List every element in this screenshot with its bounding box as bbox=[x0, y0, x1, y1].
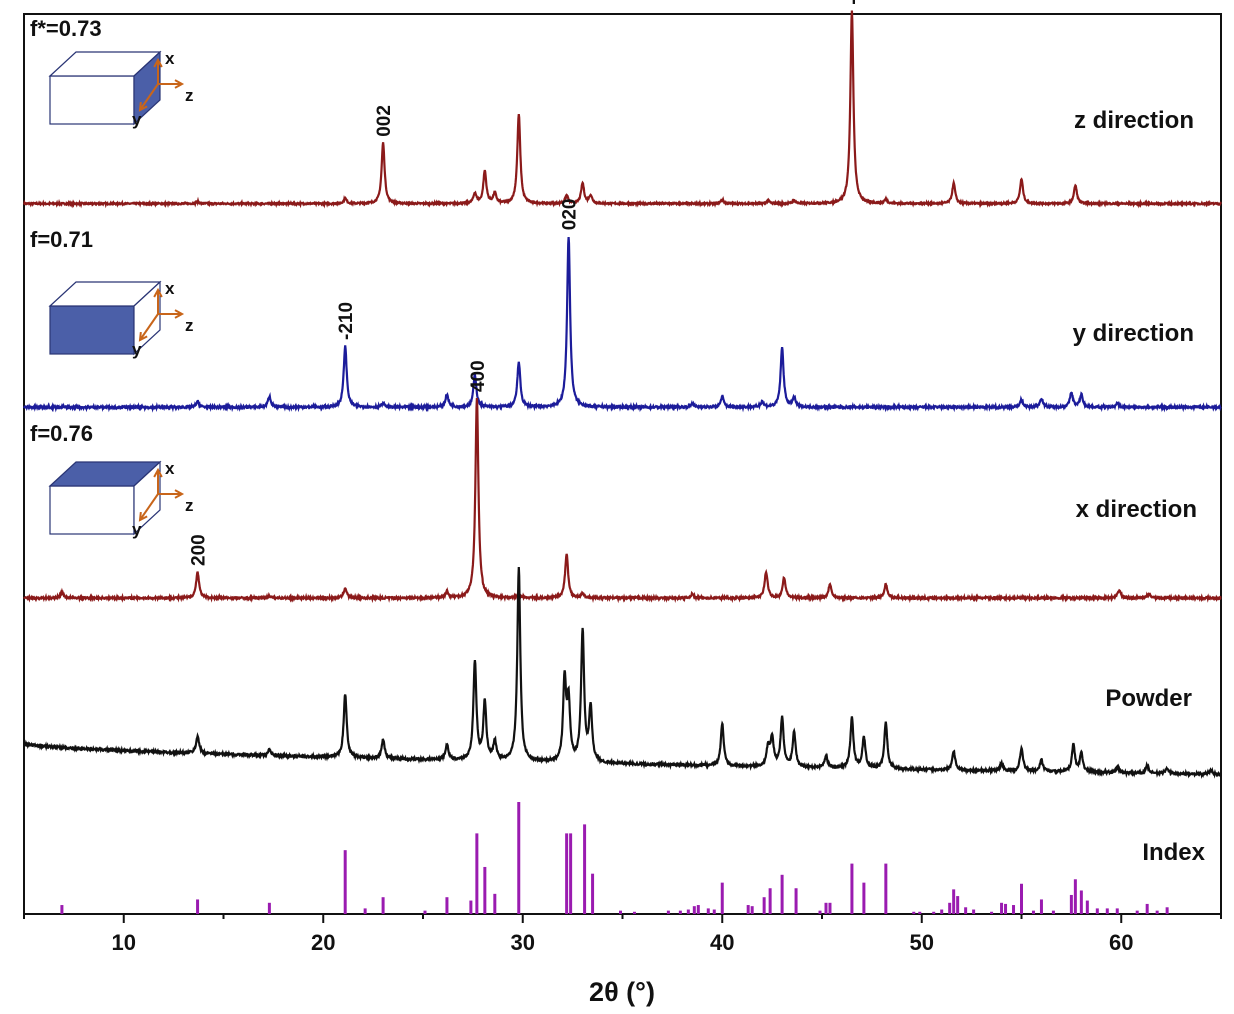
x-tick-label: 50 bbox=[910, 930, 934, 955]
peak-label: -104 bbox=[843, 0, 864, 5]
axis-letter: x bbox=[165, 279, 175, 298]
arrow-head bbox=[138, 511, 148, 522]
fraction-label: f*=0.73 bbox=[30, 16, 102, 41]
axis-letter: y bbox=[132, 520, 142, 539]
series-trace bbox=[22, 237, 1222, 413]
x-axis-label: 2θ (°) bbox=[589, 977, 655, 1007]
peak-label: -210 bbox=[336, 302, 357, 340]
index-sticks bbox=[60, 802, 1169, 914]
y-axis-arrow bbox=[139, 313, 159, 341]
series-label: Index bbox=[1142, 839, 1205, 866]
y-axis-arrow bbox=[139, 83, 159, 111]
axis-letter: z bbox=[185, 496, 194, 515]
x-tick-label: 20 bbox=[311, 930, 335, 955]
arrow-head bbox=[138, 101, 148, 112]
y-axis-arrow bbox=[139, 493, 159, 521]
peak-label: 200 bbox=[189, 534, 210, 566]
axis-letter: z bbox=[185, 86, 194, 105]
cube-front-face bbox=[49, 305, 135, 355]
axis-letter: y bbox=[132, 110, 142, 129]
x-axis: 10 20 30 40 50 60 bbox=[23, 914, 1222, 955]
series-trace bbox=[22, 10, 1222, 209]
x-tick-label: 40 bbox=[710, 930, 734, 955]
coordinate-axes: xz y bbox=[132, 279, 194, 359]
plot-frame bbox=[23, 13, 1222, 915]
orientation-cube bbox=[48, 280, 162, 356]
peak-label: 002 bbox=[374, 105, 395, 137]
arrow-head bbox=[153, 57, 163, 68]
arrow-head bbox=[153, 467, 163, 478]
series-label: x direction bbox=[1076, 496, 1197, 523]
axis-letter: z bbox=[185, 316, 194, 335]
arrow-head bbox=[174, 489, 185, 499]
pattern-traces bbox=[22, 10, 1222, 779]
axis-letter: x bbox=[165, 49, 175, 68]
coordinate-axes: xz y bbox=[132, 49, 194, 129]
orientation-cube bbox=[48, 50, 162, 126]
arrow-head bbox=[174, 79, 185, 89]
series-trace bbox=[23, 566, 1222, 779]
orientation-cube bbox=[48, 460, 162, 536]
series-label: z direction bbox=[1074, 107, 1194, 134]
x-tick-label: 10 bbox=[112, 930, 136, 955]
arrow-head bbox=[153, 287, 163, 298]
axis-letter: x bbox=[165, 459, 175, 478]
series-trace bbox=[23, 398, 1222, 604]
series-label: Powder bbox=[1105, 685, 1192, 712]
series-label: y direction bbox=[1073, 320, 1194, 347]
fraction-label: f=0.76 bbox=[30, 421, 93, 446]
cube-front-face bbox=[49, 75, 135, 125]
labels: 002 -104 f*=0.73 z direction -210 020 f=0.71 y … bbox=[30, 0, 1206, 866]
cube-front-face bbox=[49, 485, 135, 535]
x-tick-label: 30 bbox=[511, 930, 535, 955]
peak-label: 020 bbox=[560, 198, 581, 230]
axis-letter: y bbox=[132, 340, 142, 359]
fraction-label: f=0.71 bbox=[30, 227, 93, 252]
coordinate-axes: xz y bbox=[132, 459, 194, 539]
x-tick-label: 60 bbox=[1109, 930, 1133, 955]
arrow-head bbox=[174, 309, 185, 319]
peak-label: 400 bbox=[468, 360, 489, 392]
arrow-head bbox=[138, 331, 148, 342]
